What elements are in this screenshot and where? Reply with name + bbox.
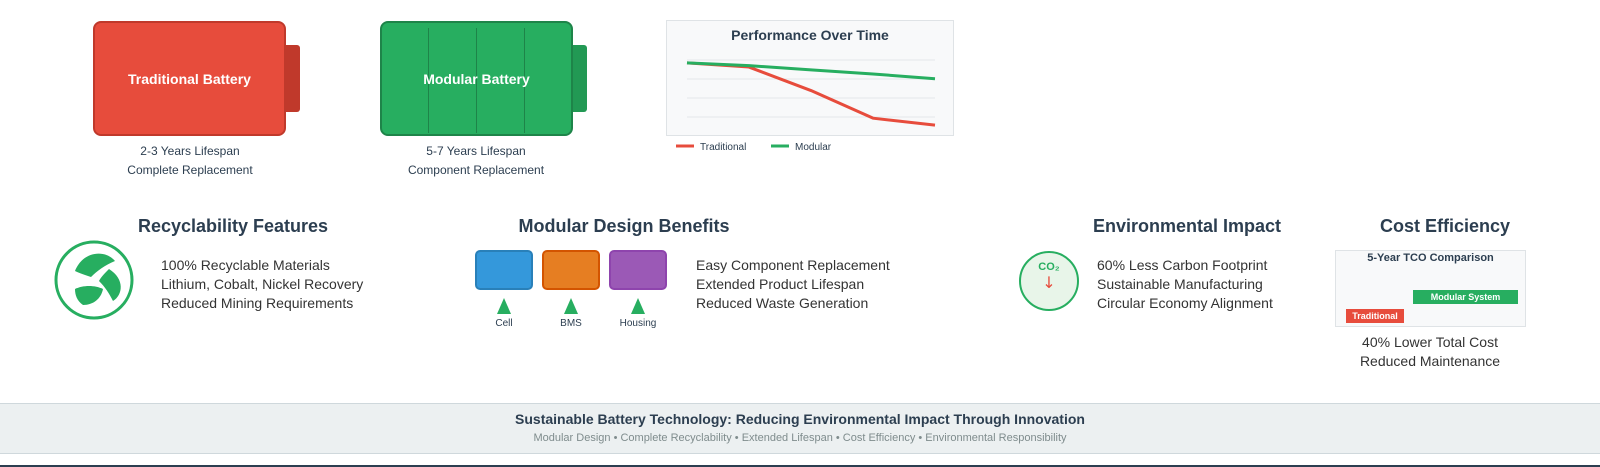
housing-module bbox=[609, 250, 667, 290]
bms-label: BMS bbox=[560, 318, 582, 329]
modular-benefit-item: Easy Component Replacement bbox=[696, 257, 890, 273]
legend-label: Traditional bbox=[700, 142, 746, 153]
housing-label: Housing bbox=[619, 318, 657, 329]
traditional-cost-bar: Traditional bbox=[1346, 309, 1404, 323]
cost-item: Reduced Maintenance bbox=[1359, 353, 1501, 369]
modular-benefits-list: Easy Component Replacement Extended Prod… bbox=[696, 256, 890, 313]
tco-chart-title: 5-Year TCO Comparison bbox=[1367, 252, 1494, 264]
environment-item: Sustainable Manufacturing bbox=[1097, 276, 1263, 292]
arrow-up-icon bbox=[631, 298, 645, 314]
modular-benefit-item: Extended Product Lifespan bbox=[696, 276, 865, 292]
modular-lifespan: 5-7 Years Lifespan bbox=[426, 144, 526, 158]
recyclability-item: Lithium, Cobalt, Nickel Recovery bbox=[161, 276, 364, 292]
modular-design-title: Modular Design Benefits bbox=[518, 216, 730, 236]
traditional-lifespan: 2-3 Years Lifespan bbox=[140, 144, 240, 158]
module-arrows bbox=[497, 298, 645, 314]
cell-module bbox=[475, 250, 533, 290]
arrow-up-icon bbox=[497, 298, 511, 314]
chart-title: Performance Over Time bbox=[731, 27, 889, 43]
recyclability-item: Reduced Mining Requirements bbox=[161, 295, 354, 311]
environment-item: 60% Less Carbon Footprint bbox=[1097, 257, 1268, 273]
recyclability-list: 100% Recyclable Materials Lithium, Cobal… bbox=[161, 256, 363, 313]
co2-label: CO₂ bbox=[1038, 261, 1060, 273]
environment-list: 60% Less Carbon Footprint Sustainable Ma… bbox=[1097, 256, 1273, 313]
bms-module bbox=[542, 250, 600, 290]
down-arrow-icon: ↓ bbox=[1042, 273, 1055, 292]
modular-cost-bar: Modular System bbox=[1413, 290, 1518, 304]
chart-lines bbox=[686, 61, 936, 127]
modular-battery-label: Modular Battery bbox=[423, 70, 530, 87]
performance-chart: Performance Over Time Traditional Modular bbox=[666, 20, 954, 153]
footer-subtitle: Modular Design • Complete Recyclability … bbox=[533, 432, 1067, 444]
environment-item: Circular Economy Alignment bbox=[1097, 295, 1273, 311]
modular-battery-terminal bbox=[573, 45, 587, 112]
recycle-icon bbox=[54, 240, 134, 320]
chart-legend: Traditional Modular bbox=[676, 142, 832, 153]
arrow-up-icon bbox=[564, 298, 578, 314]
series-line-modular bbox=[686, 61, 936, 81]
modular-battery-divider bbox=[428, 28, 429, 133]
bottom-border bbox=[0, 465, 1600, 467]
footer-banner: Sustainable Battery Technology: Reducing… bbox=[0, 403, 1600, 454]
cost-item: 40% Lower Total Cost bbox=[1362, 334, 1498, 350]
cell-label: Cell bbox=[495, 318, 513, 329]
traditional-battery-label: Traditional Battery bbox=[128, 70, 251, 87]
tco-chart: 5-Year TCO Comparison Traditional Modula… bbox=[1335, 250, 1526, 327]
cost-list: 40% Lower Total Cost Reduced Maintenance bbox=[1330, 333, 1530, 371]
traditional-battery-terminal bbox=[286, 45, 300, 112]
footer-title: Sustainable Battery Technology: Reducing… bbox=[515, 411, 1085, 427]
cost-title: Cost Efficiency bbox=[1379, 216, 1511, 236]
modular-benefit-item: Reduced Waste Generation bbox=[696, 295, 869, 311]
modular-battery: Modular Battery bbox=[380, 21, 573, 136]
modular-battery-divider bbox=[476, 28, 477, 133]
legend-label: Modular bbox=[795, 142, 832, 153]
recyclability-title: Recyclability Features bbox=[137, 216, 329, 236]
environment-title: Environmental Impact bbox=[1092, 216, 1282, 236]
traditional-battery: Traditional Battery bbox=[93, 21, 286, 136]
chart-grid bbox=[687, 59, 935, 118]
modular-replacement-note: Component Replacement bbox=[407, 163, 545, 177]
recyclability-item: 100% Recyclable Materials bbox=[161, 257, 330, 273]
co2-icon: CO₂ ↓ bbox=[1019, 251, 1079, 311]
modular-battery-divider bbox=[524, 28, 525, 133]
traditional-replacement-note: Complete Replacement bbox=[127, 163, 253, 177]
